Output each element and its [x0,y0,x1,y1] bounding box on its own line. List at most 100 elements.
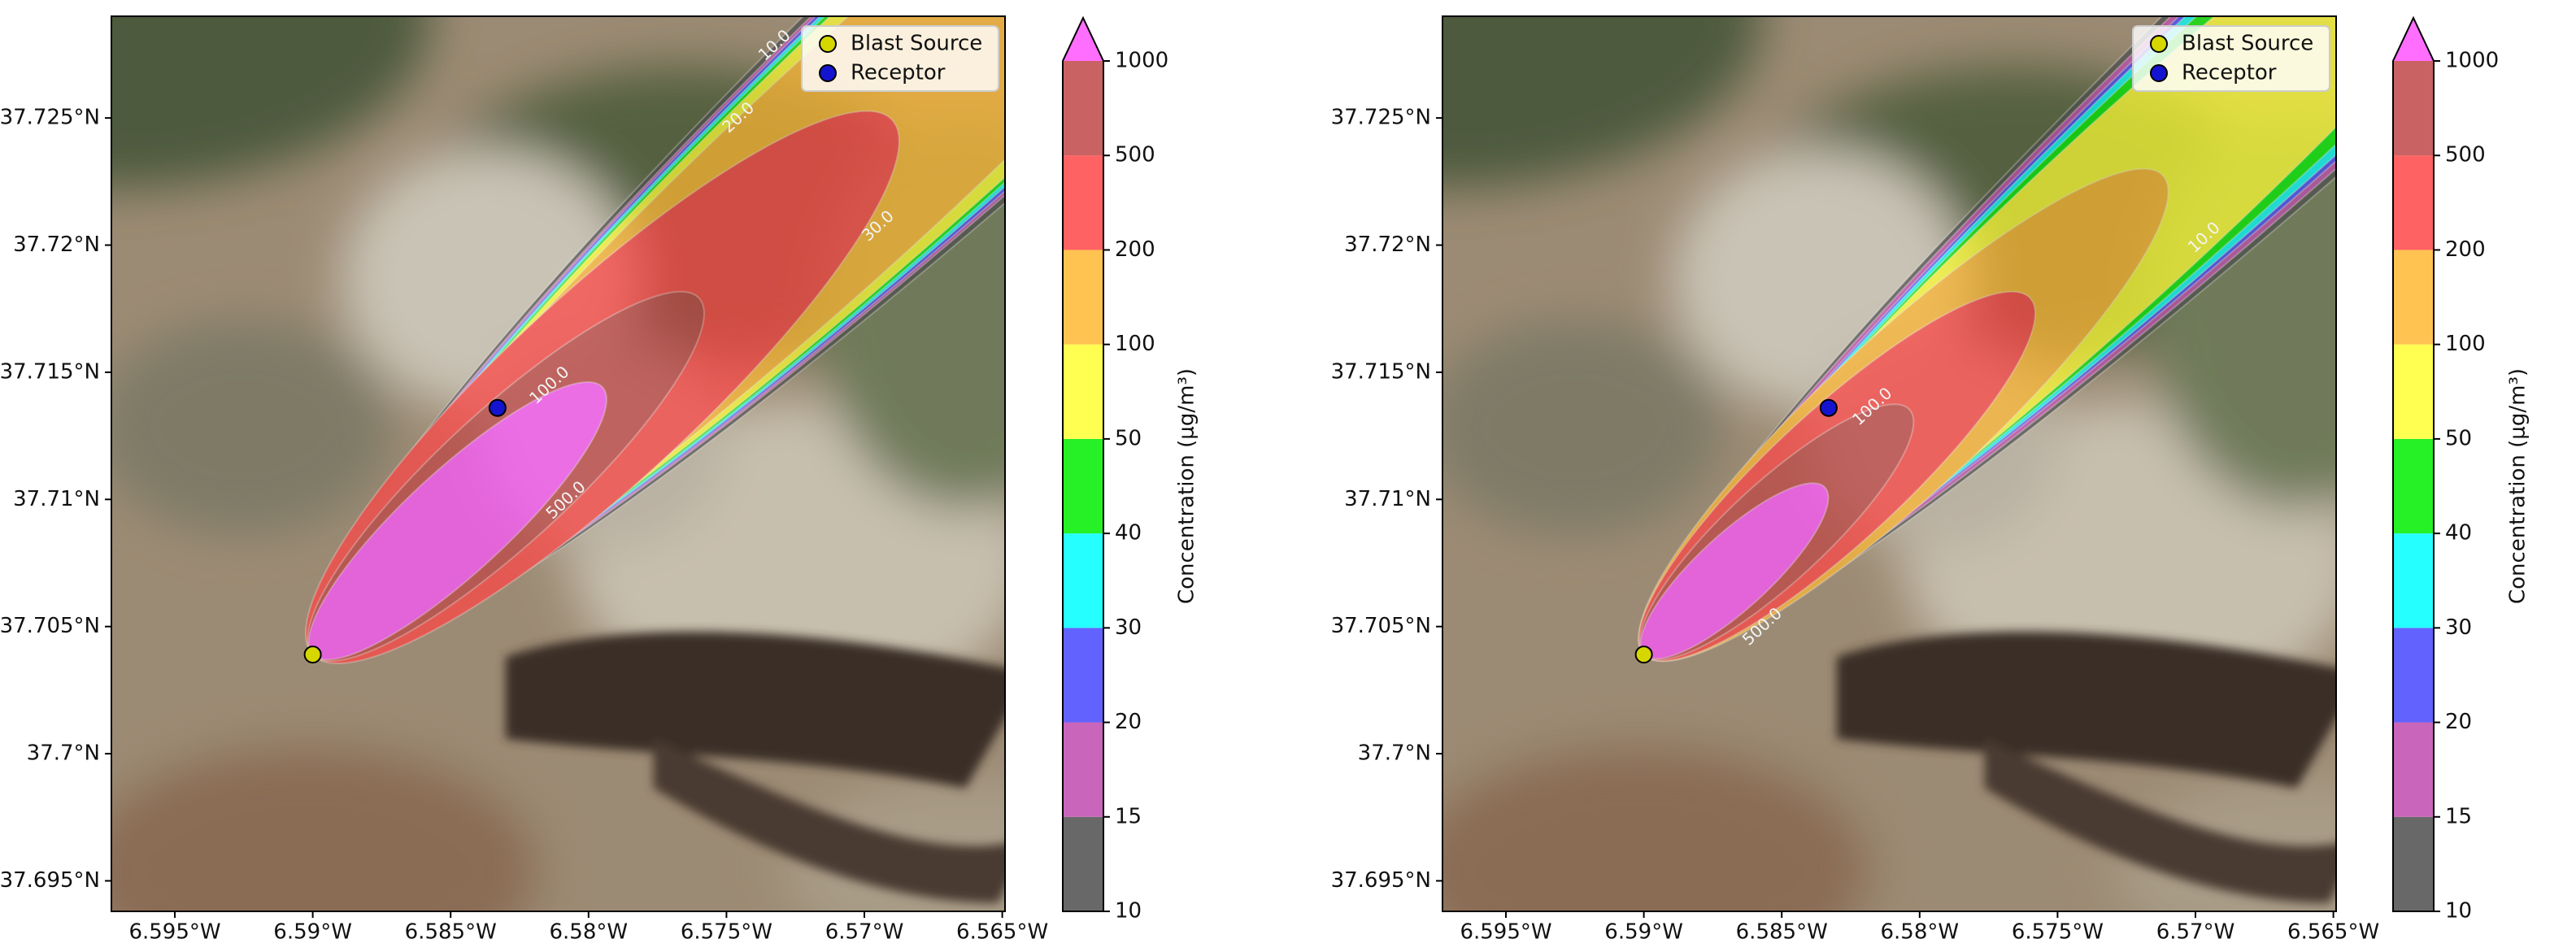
legend-box [2132,25,2330,92]
legend-label: Receptor [2182,61,2277,85]
x-tick-label: 6.57°W [825,920,904,945]
colorbar-band [1063,344,1103,439]
x-tick-label: 6.585°W [1736,920,1828,945]
terrain-patch [111,320,390,533]
y-tick-label: 37.695°N [1331,868,1431,893]
y-tick-label: 37.72°N [13,233,100,257]
colorbar-tick-label: 10 [2445,899,2472,924]
colorbar-tick-label: 30 [2445,615,2472,640]
legend-label: Receptor [851,61,946,85]
y-tick-label: 37.695°N [0,868,100,893]
colorbar-frame [1062,15,1104,912]
y-tick-label: 37.72°N [1344,233,1431,257]
colorbar-band [1063,61,1103,156]
colorbar-tick-label: 40 [1115,521,1142,546]
colorbar-band [1063,816,1103,911]
colorbar-tick-label: 20 [1115,710,1142,734]
x-tick-label: 6.595°W [128,920,220,945]
legend-label: Blast Source [851,32,982,56]
colorbar-band [2393,155,2434,250]
colorbar-label: Concentration (μg/m³) [1175,368,1199,604]
terrain-patch [1442,320,1721,533]
colorbar-band [1063,438,1103,534]
x-tick-label: 6.565°W [2287,920,2379,945]
y-tick-label: 37.715°N [0,359,100,384]
x-tick-label: 6.59°W [1604,920,1683,945]
colorbar-tick-label: 10 [1115,899,1142,924]
colorbar-band [1063,250,1103,345]
colorbar-band [1063,155,1103,250]
blast-source-marker [303,646,322,664]
colorbar-tick-label: 100 [1115,332,1155,356]
x-tick-label: 6.57°W [2156,920,2235,945]
legend-marker [2150,64,2168,82]
colorbar-tick-label: 15 [1115,804,1142,828]
x-tick-label: 6.565°W [956,920,1048,945]
legend-marker [819,64,837,82]
legend-box [801,25,999,92]
colorbar-extend [1063,18,1103,61]
x-tick-label: 6.585°W [405,920,497,945]
terrain-patch [111,747,538,911]
y-tick-label: 37.705°N [1331,614,1431,638]
colorbar-tick-label: 100 [2445,332,2486,356]
x-tick-label: 6.575°W [2012,920,2104,945]
colorbar-frame [2392,15,2435,912]
y-tick-label: 37.71°N [13,487,100,511]
colorbar-band [2393,344,2434,439]
y-tick-label: 37.7°N [1358,741,1431,766]
colorbar-band [2393,61,2434,156]
plume [1638,16,2336,663]
colorbar-extend [2393,18,2434,61]
colorbar-band [2393,250,2434,345]
terrain-patch [1442,747,1869,911]
legend-label: Blast Source [2182,32,2313,56]
y-tick-label: 37.7°N [27,741,100,766]
colorbar-label: Concentration (μg/m³) [2506,368,2530,604]
colorbar-band [1063,628,1103,723]
colorbar-band [2393,816,2434,911]
colorbar-band [2393,628,2434,723]
colorbar-band [1063,722,1103,817]
x-tick-label: 6.575°W [681,920,772,945]
y-tick-label: 37.725°N [1331,106,1431,130]
colorbar-band [1063,533,1103,628]
x-tick-label: 6.58°W [550,920,629,945]
legend-marker [2150,35,2168,53]
y-tick-label: 37.715°N [1331,359,1431,384]
colorbar-tick-label: 500 [1115,143,1155,167]
terrain-patch [1442,16,1763,189]
y-tick-label: 37.71°N [1344,487,1431,511]
pit-shadow [505,631,1005,789]
x-tick-label: 6.59°W [273,920,352,945]
colorbar-tick-label: 50 [1115,426,1142,450]
colorbar-tick-label: 500 [2445,143,2486,167]
colorbar-band [2393,533,2434,628]
x-tick-label: 6.58°W [1881,920,1960,945]
pit-shadow [1836,631,2336,789]
pit-shadow [653,738,1005,903]
legend-marker [819,35,837,53]
colorbar-tick-label: 30 [1115,615,1142,640]
blast-source-marker [1634,646,1653,664]
axes-frame [111,15,1006,912]
colorbar-tick-label: 15 [2445,804,2472,828]
colorbar-tick-label: 20 [2445,710,2472,734]
y-tick-label: 37.705°N [0,614,100,638]
colorbar-band [2393,722,2434,817]
pit-shadow [1984,738,2336,903]
x-tick-label: 6.595°W [1460,920,1551,945]
terrain-patch [111,16,432,189]
receptor-marker [488,398,507,417]
pit [505,631,1005,903]
axes-frame [1442,15,2337,912]
colorbar-tick-label: 1000 [1115,49,1168,73]
colorbar-tick-label: 40 [2445,521,2472,546]
colorbar-band [2393,438,2434,534]
colorbar-tick-label: 1000 [2445,49,2499,73]
colorbar-tick-label: 200 [2445,237,2486,262]
